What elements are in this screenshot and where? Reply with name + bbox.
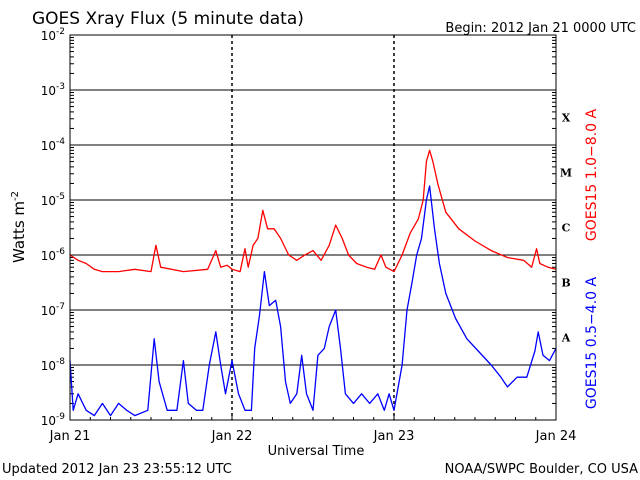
flare-class-label: A xyxy=(561,332,571,345)
plot-frame xyxy=(69,34,557,421)
flare-class-labels: A B C M X xyxy=(560,112,572,345)
y-axis-label-exp: -2 xyxy=(10,191,21,201)
y-tick-exp: -8 xyxy=(56,357,65,367)
y-tick-base: 10 xyxy=(41,414,56,428)
legend-red-series: GOES15 1.0−8.0 A xyxy=(584,109,600,242)
y-tick-exp: -4 xyxy=(56,137,65,147)
y-tick-label: 10-3 xyxy=(41,82,65,98)
y-tick-exp: -5 xyxy=(56,192,65,202)
x-axis-label: Universal Time xyxy=(268,444,365,459)
y-tick-label: 10-4 xyxy=(41,137,66,153)
y-tick-exp: -6 xyxy=(56,247,65,257)
chart-title: GOES Xray Flux (5 minute data) xyxy=(32,9,304,29)
y-tick-labels: 10-910-810-710-610-510-410-310-2 xyxy=(41,27,66,428)
y-axis-label-base: Watts m xyxy=(10,201,28,263)
y-tick-base: 10 xyxy=(41,194,56,208)
y-tick-label: 10-7 xyxy=(41,302,65,318)
x-tick-label: Jan 23 xyxy=(373,429,415,444)
y-tick-base: 10 xyxy=(41,139,56,153)
y-tick-label: 10-9 xyxy=(41,412,66,428)
y-tick-label: 10-5 xyxy=(41,192,65,208)
series-line-short xyxy=(69,185,557,417)
flare-class-label: C xyxy=(562,222,571,235)
x-tick-labels: Jan 21 Jan 22 Jan 23 Jan 24 xyxy=(49,429,577,444)
x-tick-label: Jan 22 xyxy=(211,429,253,444)
flare-class-label: M xyxy=(560,167,572,180)
y-tick-base: 10 xyxy=(41,84,56,98)
day-separator-lines xyxy=(69,35,557,420)
legend-blue-series: GOES15 0.5−4.0 A xyxy=(584,277,600,410)
x-tick-label: Jan 21 xyxy=(49,429,91,444)
y-tick-label: 10-2 xyxy=(41,27,65,43)
footer-credit: NOAA/SWPC Boulder, CO USA xyxy=(445,462,638,477)
y-tick-exp: -9 xyxy=(56,412,65,422)
grid-lines xyxy=(70,34,556,421)
y-tick-label: 10-6 xyxy=(41,247,66,263)
y-tick-base: 10 xyxy=(41,304,56,318)
series-lines xyxy=(69,149,557,417)
begin-label: Begin: 2012 Jan 21 0000 UTC xyxy=(445,21,636,36)
y-tick-base: 10 xyxy=(41,29,56,43)
y-tick-label: 10-8 xyxy=(41,357,66,373)
x-tick-label: Jan 24 xyxy=(535,429,577,444)
series-line-long xyxy=(69,149,557,273)
y-tick-exp: -7 xyxy=(56,302,65,312)
flare-class-label: X xyxy=(562,112,571,125)
y-axis-label: Watts m-2 xyxy=(10,191,28,263)
footer-updated: Updated 2012 Jan 23 23:55:12 UTC xyxy=(2,462,232,477)
flare-class-label: B xyxy=(561,277,570,290)
y-tick-exp: -2 xyxy=(56,27,65,37)
y-tick-exp: -3 xyxy=(56,82,65,92)
y-tick-base: 10 xyxy=(41,359,56,373)
y-tick-base: 10 xyxy=(41,249,56,263)
